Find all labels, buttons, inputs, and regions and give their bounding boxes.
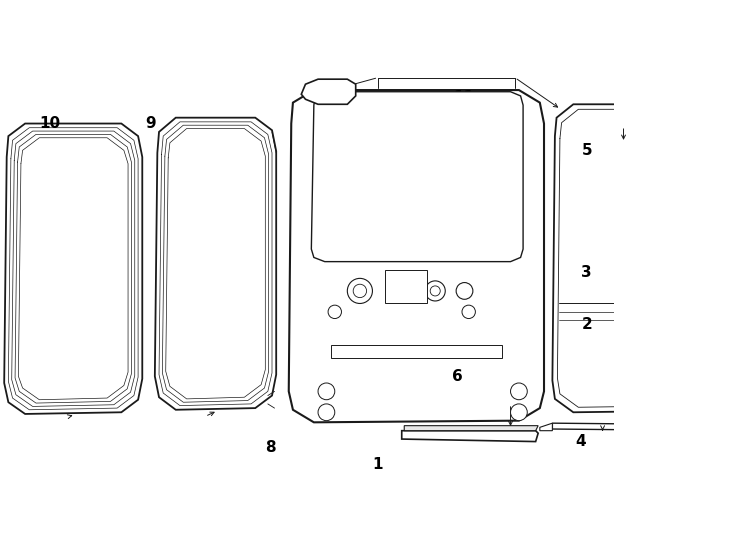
Polygon shape xyxy=(155,118,276,410)
Circle shape xyxy=(318,383,335,400)
Circle shape xyxy=(425,281,446,301)
Circle shape xyxy=(733,380,734,403)
Polygon shape xyxy=(330,345,502,358)
Polygon shape xyxy=(401,431,538,442)
Circle shape xyxy=(456,282,473,299)
Circle shape xyxy=(318,404,335,421)
Circle shape xyxy=(511,383,527,400)
Polygon shape xyxy=(404,426,538,431)
Text: 1: 1 xyxy=(373,457,383,472)
Circle shape xyxy=(347,278,372,303)
Polygon shape xyxy=(553,423,722,431)
Polygon shape xyxy=(288,90,544,422)
Text: 2: 2 xyxy=(581,317,592,332)
Circle shape xyxy=(328,305,341,319)
Circle shape xyxy=(430,286,440,296)
Circle shape xyxy=(511,404,527,421)
Circle shape xyxy=(733,113,734,137)
Polygon shape xyxy=(553,104,722,412)
Text: 9: 9 xyxy=(145,116,156,131)
Polygon shape xyxy=(385,270,427,303)
Text: 6: 6 xyxy=(452,369,463,384)
Circle shape xyxy=(353,284,366,298)
Text: 8: 8 xyxy=(265,440,275,455)
Circle shape xyxy=(462,305,476,319)
Polygon shape xyxy=(311,92,523,262)
Text: 3: 3 xyxy=(581,265,592,280)
Polygon shape xyxy=(661,299,665,314)
Polygon shape xyxy=(539,423,553,431)
Text: 7: 7 xyxy=(388,199,399,214)
Polygon shape xyxy=(4,124,142,414)
Text: 11: 11 xyxy=(454,90,474,105)
Polygon shape xyxy=(301,79,356,104)
Text: 4: 4 xyxy=(575,434,586,449)
Text: 5: 5 xyxy=(581,143,592,158)
Text: 10: 10 xyxy=(40,116,61,131)
